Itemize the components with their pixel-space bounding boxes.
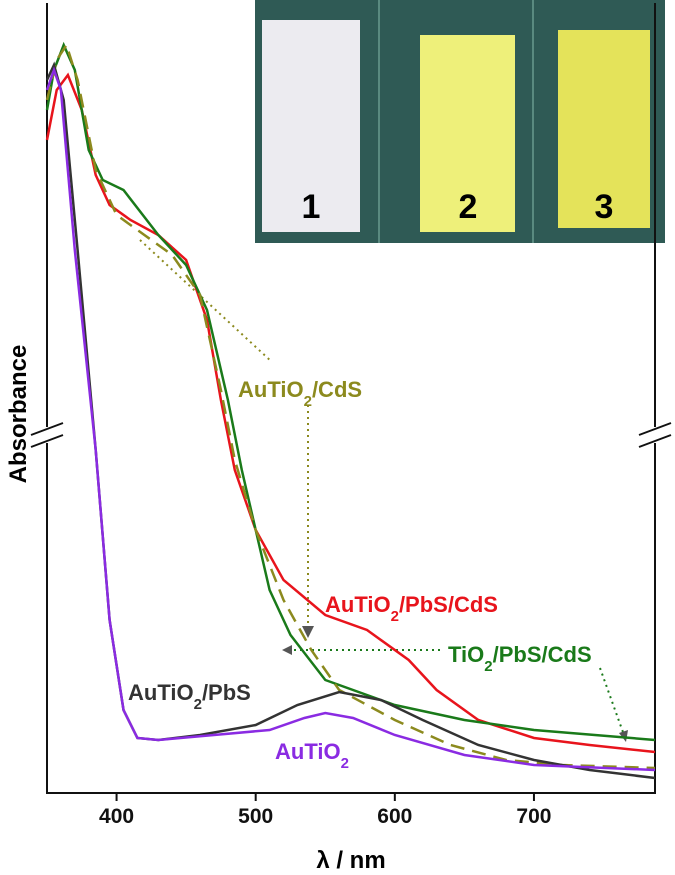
axis-line	[46, 3, 656, 794]
series-line	[45, 61, 656, 780]
series-label: AuTiO2	[275, 739, 349, 772]
x-tick-label: 700	[516, 805, 551, 828]
x-tick-label: 500	[238, 805, 273, 828]
series-label: AuTiO2/PbS	[128, 680, 251, 713]
series-label: AuTiO2/PbS/CdS	[325, 592, 498, 625]
series-line	[45, 42, 656, 770]
x-tick-label: 600	[377, 805, 412, 828]
y-axis-label: Absorbance	[5, 345, 32, 484]
inset-label: 3	[595, 188, 614, 226]
annotation-arrows	[139, 239, 625, 736]
x-axis-label: λ / nm	[316, 847, 385, 874]
series-line	[45, 72, 656, 754]
axis-break	[30, 422, 672, 448]
series-label: TiO2/PbS/CdS	[448, 642, 592, 675]
inset-label: 1	[302, 188, 321, 226]
inset-label: 2	[459, 188, 478, 226]
inset-photo	[255, 0, 665, 243]
x-tick-label: 400	[99, 805, 134, 828]
series-line	[45, 66, 656, 772]
series-label: AuTiO2/CdS	[238, 377, 362, 410]
